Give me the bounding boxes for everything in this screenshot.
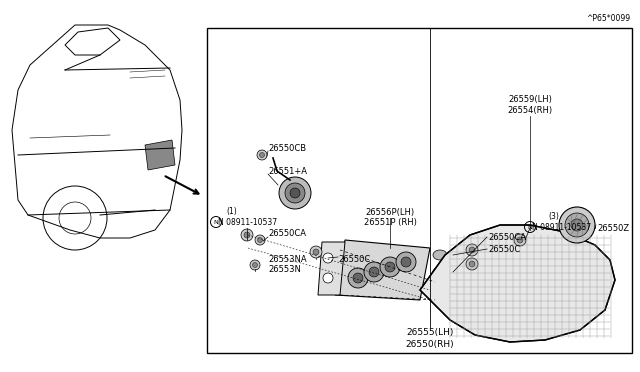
Circle shape	[253, 263, 257, 267]
Circle shape	[466, 244, 478, 256]
Circle shape	[323, 273, 333, 283]
Text: 26553N: 26553N	[268, 266, 301, 275]
Circle shape	[469, 247, 475, 253]
Circle shape	[369, 267, 379, 277]
Circle shape	[257, 150, 267, 160]
Text: 26550(RH): 26550(RH)	[406, 340, 454, 350]
Circle shape	[257, 237, 262, 243]
Circle shape	[323, 253, 333, 263]
Circle shape	[255, 235, 265, 245]
Polygon shape	[335, 240, 430, 300]
Circle shape	[290, 188, 300, 198]
Circle shape	[353, 273, 363, 283]
Text: 26550C: 26550C	[488, 244, 520, 253]
Polygon shape	[420, 225, 615, 342]
Circle shape	[244, 232, 250, 238]
Circle shape	[517, 237, 523, 243]
Circle shape	[559, 207, 595, 243]
Circle shape	[514, 234, 526, 246]
Text: N: N	[527, 224, 532, 230]
Text: 26556P(LH): 26556P(LH)	[365, 208, 415, 217]
Text: N 08911-10537: N 08911-10537	[532, 222, 591, 231]
Circle shape	[385, 262, 395, 272]
Circle shape	[466, 258, 478, 270]
Text: N 08911-10537: N 08911-10537	[218, 218, 277, 227]
Text: N: N	[214, 219, 218, 224]
Text: 26550Z: 26550Z	[597, 224, 629, 232]
Text: 26551P (RH): 26551P (RH)	[364, 218, 417, 227]
Circle shape	[250, 260, 260, 270]
Circle shape	[571, 219, 583, 231]
Circle shape	[313, 249, 319, 255]
Circle shape	[279, 177, 311, 209]
Polygon shape	[145, 140, 175, 170]
Text: (3): (3)	[548, 212, 559, 221]
Text: 26554(RH): 26554(RH)	[508, 106, 552, 115]
Circle shape	[241, 229, 253, 241]
Text: ^P65*0099: ^P65*0099	[586, 13, 630, 22]
Circle shape	[565, 213, 589, 237]
Text: 26551+A: 26551+A	[268, 167, 307, 176]
Text: 26555(LH): 26555(LH)	[406, 328, 454, 337]
Polygon shape	[318, 242, 345, 295]
Text: 26550CB: 26550CB	[268, 144, 306, 153]
Circle shape	[348, 268, 368, 288]
Circle shape	[396, 252, 416, 272]
Text: (1): (1)	[226, 206, 237, 215]
Text: 26550CA: 26550CA	[488, 232, 526, 241]
Ellipse shape	[433, 267, 447, 277]
Text: 26550CA: 26550CA	[268, 228, 306, 237]
Text: 26559(LH): 26559(LH)	[508, 94, 552, 103]
Circle shape	[285, 183, 305, 203]
Circle shape	[380, 257, 400, 277]
Circle shape	[310, 246, 322, 258]
Circle shape	[364, 262, 384, 282]
Bar	[207, 28, 632, 353]
Text: 26550C: 26550C	[338, 254, 371, 263]
Circle shape	[469, 261, 475, 267]
Circle shape	[401, 257, 411, 267]
Circle shape	[259, 153, 264, 157]
Text: 26553NA: 26553NA	[268, 254, 307, 263]
Ellipse shape	[433, 250, 447, 260]
